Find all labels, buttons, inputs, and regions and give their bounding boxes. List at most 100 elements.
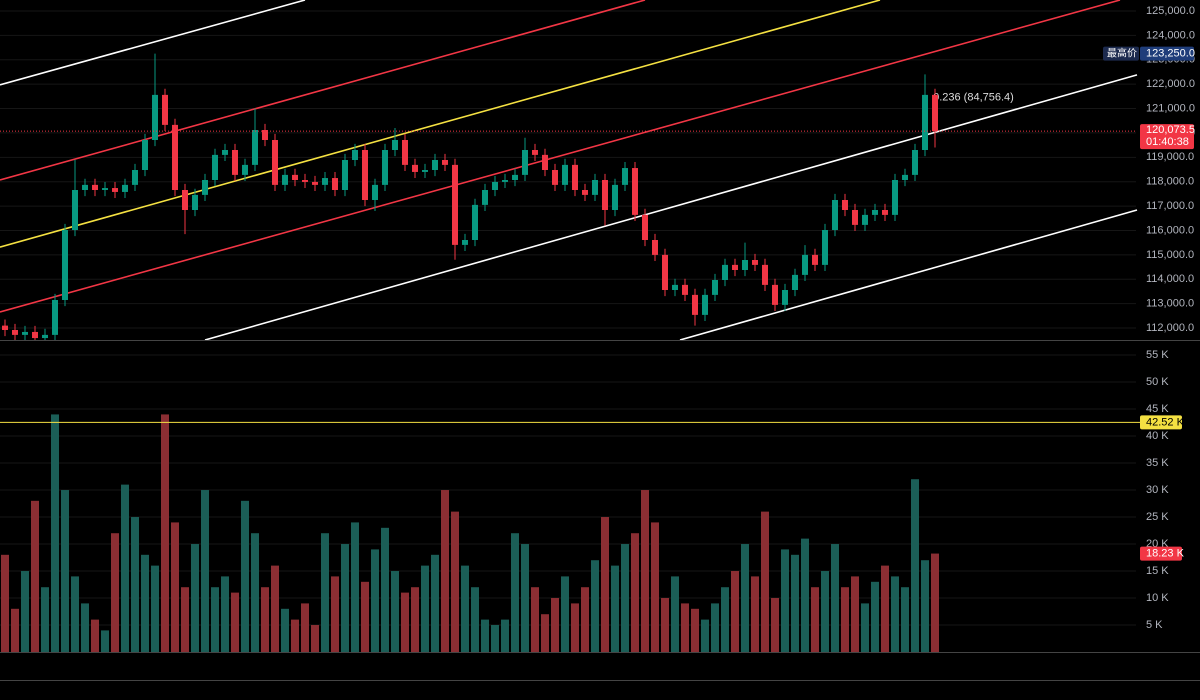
candle-body [182, 190, 188, 210]
volume-bar [61, 490, 69, 652]
volume-bar [51, 414, 59, 652]
volume-bar [141, 554, 149, 652]
candle-body [752, 260, 758, 265]
volume-bar [1, 554, 9, 652]
candle-body [112, 188, 118, 192]
volume-bar [521, 544, 529, 652]
candle-body [42, 334, 48, 339]
volume-bar [791, 554, 799, 652]
candle-body [842, 200, 848, 210]
trend-line [204, 74, 1138, 340]
volume-bar [341, 544, 349, 652]
candle-body [322, 178, 328, 185]
candle-body [302, 180, 308, 182]
candle-body [372, 184, 378, 200]
candle-body [192, 194, 198, 210]
volume-bar [421, 565, 429, 652]
high-title: 最高价 [1107, 46, 1137, 59]
trend-line [0, 0, 306, 86]
candle-body [662, 254, 668, 290]
candle-body [462, 240, 468, 245]
volume-bar [721, 587, 729, 652]
volume-bar [31, 500, 39, 652]
candle-body [562, 164, 568, 185]
volume-bar [111, 533, 119, 652]
candle-body [622, 168, 628, 185]
candle-body [572, 164, 578, 190]
volume-bar [661, 598, 669, 652]
current-price-box [1140, 124, 1194, 150]
candle-body [552, 170, 558, 185]
y-tick-label: 15 K [1146, 565, 1169, 577]
volume-bar [601, 517, 609, 652]
volume-bar [11, 608, 19, 652]
candle-body [362, 150, 368, 200]
candle-body [352, 150, 358, 160]
candle-body [282, 174, 288, 185]
volume-bar [581, 587, 589, 652]
candle-body [12, 330, 18, 335]
high-value-box [1140, 46, 1194, 61]
volume-bar [911, 479, 919, 652]
volume-bar [261, 587, 269, 652]
volume-bar [641, 490, 649, 652]
candle-body [592, 180, 598, 195]
candle-body [502, 180, 508, 182]
y-tick-label: 117,000.0 [1146, 200, 1194, 212]
volume-bar [301, 603, 309, 652]
volume-bar [881, 565, 889, 652]
candle-body [542, 154, 548, 170]
volume-bar [511, 533, 519, 652]
candle-body [742, 260, 748, 270]
candle-body [672, 284, 678, 290]
candle-body [292, 174, 298, 180]
volume-bar [121, 484, 129, 652]
volume-bar [851, 576, 859, 652]
volume-bar [71, 576, 79, 652]
volume-bar [381, 527, 389, 652]
candle-body [932, 94, 938, 132]
volume-bar [171, 522, 179, 652]
volume-bar [461, 565, 469, 652]
candle-body [472, 204, 478, 240]
volume-bar [151, 565, 159, 652]
candle-body [632, 168, 638, 215]
volume-bar [741, 544, 749, 652]
candle-body [912, 150, 918, 175]
candle-body [332, 178, 338, 190]
candle-body [862, 214, 868, 225]
high-value-label: 123,250.0 [1146, 48, 1195, 60]
candle-body [212, 154, 218, 180]
candle-body [32, 331, 38, 339]
volume-bar [931, 553, 939, 652]
volume-bar [541, 614, 549, 652]
candle-body [102, 188, 108, 190]
volume-bar [351, 522, 359, 652]
candle-body [22, 331, 28, 335]
volume-bar [531, 587, 539, 652]
price-pane: 0.236 (84,756.4) [0, 0, 1138, 340]
y-tick-label: 112,000.0 [1146, 322, 1194, 334]
volume-bar [591, 560, 599, 652]
volume-bar [431, 554, 439, 652]
candle-body [152, 94, 158, 140]
axis: 112,000.0 113,000.0 114,000.0 115,000.0 116,… [1103, 5, 1195, 631]
candle-body [702, 294, 708, 315]
volume-bar [221, 576, 229, 652]
candle-body [422, 170, 428, 172]
candle-body [132, 170, 138, 185]
trend-line [679, 209, 1138, 340]
high-title-box [1103, 46, 1139, 61]
candle-body [772, 284, 778, 305]
candle-body [652, 240, 658, 255]
candle-body [532, 150, 538, 155]
y-tick-label: 30 K [1146, 484, 1169, 496]
volume-bar [751, 576, 759, 652]
volume-bar [501, 619, 509, 652]
candle-body [142, 140, 148, 170]
volume-bar [21, 571, 29, 652]
candle-body [252, 130, 258, 165]
volume-bar [561, 576, 569, 652]
